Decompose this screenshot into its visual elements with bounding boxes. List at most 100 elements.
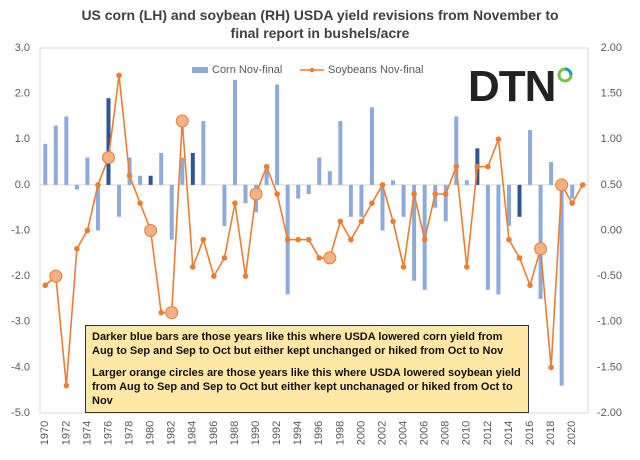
point (190, 264, 196, 270)
y-tick-label: 2.0 (15, 88, 30, 100)
bar (464, 180, 469, 185)
point (158, 309, 164, 316)
point (337, 218, 344, 225)
point (84, 227, 91, 234)
x-tick-label: 1982 (166, 421, 178, 445)
bar (538, 184, 543, 299)
bar (327, 171, 332, 185)
point (400, 264, 407, 270)
x-tick-label: 1988 (229, 421, 241, 445)
bar (243, 184, 248, 204)
bar (138, 175, 143, 185)
point (379, 182, 386, 188)
point (358, 218, 365, 225)
bar (391, 180, 396, 185)
line (44, 75, 584, 386)
bar (496, 184, 501, 295)
x-tick-label: 2008 (440, 421, 452, 445)
bar (369, 107, 374, 185)
bar (528, 130, 533, 185)
point (232, 200, 238, 206)
bar (222, 184, 227, 226)
bar (570, 184, 575, 199)
bar (201, 121, 206, 185)
y-tick-label: 1.0 (15, 133, 30, 145)
logo-icon (557, 67, 573, 83)
bar (412, 184, 417, 281)
x-tick-label: 1972 (60, 421, 72, 445)
logo-arc (564, 67, 573, 76)
point (295, 236, 301, 243)
bar (317, 157, 322, 185)
x-tick-label: 2010 (461, 421, 473, 445)
point (126, 172, 133, 179)
y-tick-label: -5.0 (11, 407, 30, 419)
point (316, 255, 323, 261)
point (263, 163, 270, 170)
annotation: Darker blue bars are those years like th… (92, 331, 504, 357)
bar (348, 184, 353, 217)
y2-tick-label: 0.00 (601, 224, 622, 236)
x-tick-label: 1978 (123, 421, 135, 445)
bar (506, 184, 511, 226)
x-tick-label: 1986 (208, 421, 220, 445)
y2-tick-label: -2.00 (597, 407, 622, 419)
point (74, 245, 80, 252)
point (579, 182, 586, 188)
y2-tick-label: -1.00 (597, 316, 622, 328)
y-tick-label: 3.0 (15, 42, 30, 54)
point (63, 382, 70, 389)
x-tick-label: 1990 (250, 421, 262, 445)
legend-marker (309, 67, 315, 73)
point (411, 191, 417, 197)
bar (380, 184, 385, 231)
point (284, 236, 291, 243)
point (305, 236, 312, 243)
point (506, 236, 512, 243)
x-tick-label: 1992 (271, 421, 283, 445)
x-tick-label: 1994 (292, 421, 304, 445)
point (534, 242, 548, 256)
point (464, 264, 470, 270)
point (369, 200, 375, 206)
point (175, 114, 189, 128)
point (200, 236, 207, 243)
bar (517, 184, 522, 217)
legend-label: Corn Nov-final (212, 64, 282, 76)
bar (148, 175, 153, 185)
y2-tick-label: 1.00 (601, 133, 622, 145)
point (49, 269, 63, 283)
point (95, 182, 101, 188)
bar (95, 184, 100, 231)
bar (306, 184, 311, 194)
bar (443, 184, 448, 222)
point (495, 136, 502, 143)
point (569, 200, 575, 206)
bar (117, 184, 122, 217)
point (421, 236, 428, 243)
bar (454, 116, 459, 185)
y-tick-label: -1.0 (11, 224, 30, 236)
point (555, 178, 569, 192)
x-tick-label: 2006 (419, 421, 431, 445)
bar (485, 184, 490, 290)
bar (53, 125, 58, 185)
bar (296, 184, 301, 199)
x-tick-label: 1976 (102, 421, 114, 445)
bar (190, 152, 195, 185)
legend-label: Soybeans Nov-final (328, 64, 423, 76)
plot-border (39, 47, 589, 414)
point (548, 364, 554, 371)
legend-swatch (192, 67, 208, 73)
point (390, 218, 396, 225)
point (323, 251, 337, 265)
bar (549, 162, 554, 185)
bar (275, 84, 280, 185)
x-tick-label: 2012 (482, 421, 494, 445)
bar (169, 184, 174, 240)
y2-tick-label: 1.50 (601, 88, 622, 100)
y-tick-label: -3.0 (11, 316, 30, 328)
point (116, 72, 122, 79)
